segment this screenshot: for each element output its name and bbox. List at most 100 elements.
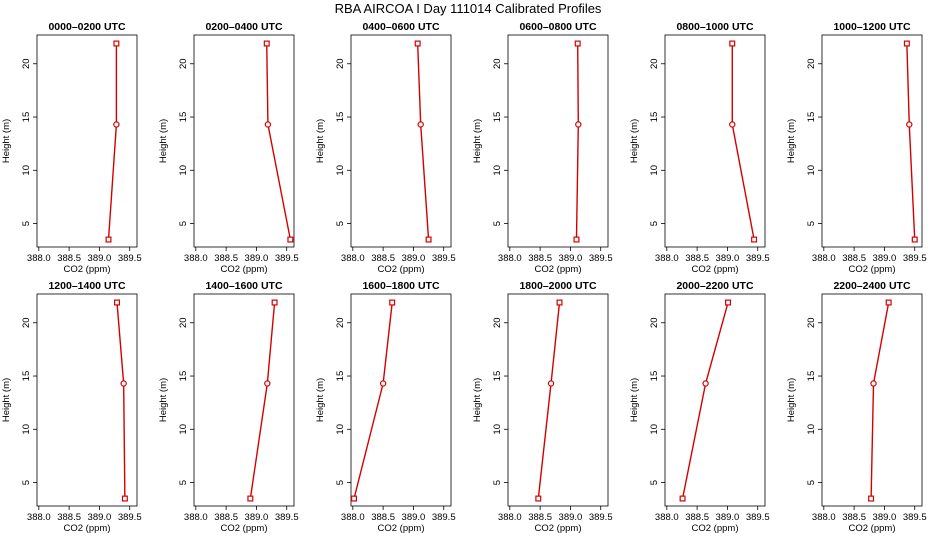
x-tick-label: 389.5 (903, 253, 927, 264)
y-tick-label: 20 (492, 58, 503, 69)
y-tick-label: 10 (492, 424, 503, 435)
y-axis-label: Height (m) (629, 119, 640, 163)
x-tick-label: 389.5 (118, 253, 142, 264)
y-tick-label: 15 (335, 371, 346, 382)
x-tick-label: 389.0 (873, 253, 897, 264)
y-tick-label: 15 (492, 371, 503, 382)
plot-frame (664, 293, 766, 507)
profile-panel: 1000–1200 UTC 388.0 388.5 389.0 389.5 5 10 15 20… (786, 21, 927, 275)
x-tick-label: 388.5 (685, 512, 709, 523)
y-axis-label: Height (m) (472, 378, 483, 422)
y-tick-label: 20 (335, 58, 346, 69)
profile-line (353, 302, 393, 499)
x-axis-label: CO2 (ppm) (64, 264, 111, 275)
plot-frame (36, 34, 138, 248)
profile-line (575, 43, 580, 240)
data-point (121, 495, 128, 502)
data-point (271, 299, 278, 306)
data-point (535, 495, 542, 502)
y-tick-label: 10 (335, 165, 346, 176)
data-point (264, 380, 271, 387)
data-point (264, 121, 272, 128)
y-tick-label: 5 (335, 480, 346, 485)
y-tick-label: 5 (806, 480, 817, 485)
x-tick-label: 389.5 (432, 253, 456, 264)
plot-frame (507, 34, 609, 248)
x-tick-label: 389.5 (746, 253, 770, 264)
y-tick-label: 20 (335, 317, 346, 328)
y-tick-label: 15 (21, 371, 32, 382)
x-tick-label: 389.0 (402, 253, 426, 264)
x-tick-label: 389.0 (559, 253, 583, 264)
x-tick-label: 389.0 (245, 253, 269, 264)
profile-line (416, 43, 430, 240)
data-point (870, 380, 877, 387)
x-tick-label: 388.5 (528, 512, 552, 523)
y-tick-label: 10 (178, 165, 189, 176)
data-point (105, 236, 112, 243)
y-tick-label: 10 (178, 424, 189, 435)
profile-line (107, 43, 118, 240)
data-point (113, 121, 120, 128)
y-tick-label: 5 (21, 221, 32, 226)
profile-line (906, 43, 916, 240)
panel-title: 1800–2000 UTC (519, 280, 596, 292)
x-tick-label: 388.5 (842, 253, 866, 264)
x-tick-label: 389.0 (716, 253, 740, 264)
y-tick-label: 20 (21, 317, 32, 328)
panel-title: 1400–1600 UTC (205, 280, 282, 292)
y-tick-label: 15 (649, 112, 660, 123)
x-tick-label: 388.5 (57, 512, 81, 523)
x-tick-label: 389.0 (716, 512, 740, 523)
plot-frame (664, 34, 766, 248)
plot-frame (821, 293, 923, 507)
data-point (547, 380, 555, 387)
y-tick-label: 15 (649, 371, 660, 382)
x-tick-label: 389.0 (245, 512, 269, 523)
profile-line (731, 43, 755, 240)
x-tick-label: 389.5 (589, 512, 613, 523)
y-tick-label: 5 (492, 221, 503, 226)
x-tick-label: 388.5 (57, 253, 81, 264)
y-tick-label: 5 (492, 480, 503, 485)
data-point (414, 40, 421, 47)
x-tick-label: 388.5 (371, 253, 395, 264)
plot-frame (193, 293, 295, 507)
x-axis-label: CO2 (ppm) (535, 264, 582, 275)
panel-title: 2000–2200 UTC (676, 280, 753, 292)
y-tick-label: 15 (806, 371, 817, 382)
plot-frame (193, 34, 295, 248)
x-tick-label: 389.5 (275, 512, 299, 523)
profile-line (537, 302, 561, 499)
panel-title: 0400–0600 UTC (362, 21, 439, 33)
y-tick-label: 20 (806, 317, 817, 328)
data-point (556, 299, 563, 306)
plot-frame (821, 34, 923, 248)
y-tick-label: 10 (806, 424, 817, 435)
data-point (351, 495, 358, 502)
y-axis-label: Height (m) (472, 119, 483, 163)
x-tick-label: 388.0 (27, 253, 51, 264)
data-point (702, 380, 709, 387)
plot-frame (350, 34, 452, 248)
y-tick-label: 5 (649, 221, 660, 226)
y-tick-label: 5 (178, 480, 189, 485)
y-tick-label: 15 (178, 112, 189, 123)
profile-line (266, 43, 292, 240)
x-tick-label: 388.0 (184, 512, 208, 523)
y-tick-label: 10 (649, 424, 660, 435)
y-axis-label: Height (m) (786, 378, 797, 422)
data-point (906, 121, 913, 128)
profile-panel: 0200–0400 UTC 388.0 388.5 389.0 389.5 5 10 15 20… (158, 21, 299, 275)
panel-title: 1600–1800 UTC (362, 280, 439, 292)
y-tick-label: 5 (335, 221, 346, 226)
y-tick-label: 20 (178, 317, 189, 328)
profile-line (870, 302, 890, 499)
data-point (263, 40, 270, 47)
y-axis-label: Height (m) (786, 119, 797, 163)
data-point (120, 380, 127, 387)
y-tick-label: 15 (178, 371, 189, 382)
panel-title: 0200–0400 UTC (205, 21, 282, 33)
